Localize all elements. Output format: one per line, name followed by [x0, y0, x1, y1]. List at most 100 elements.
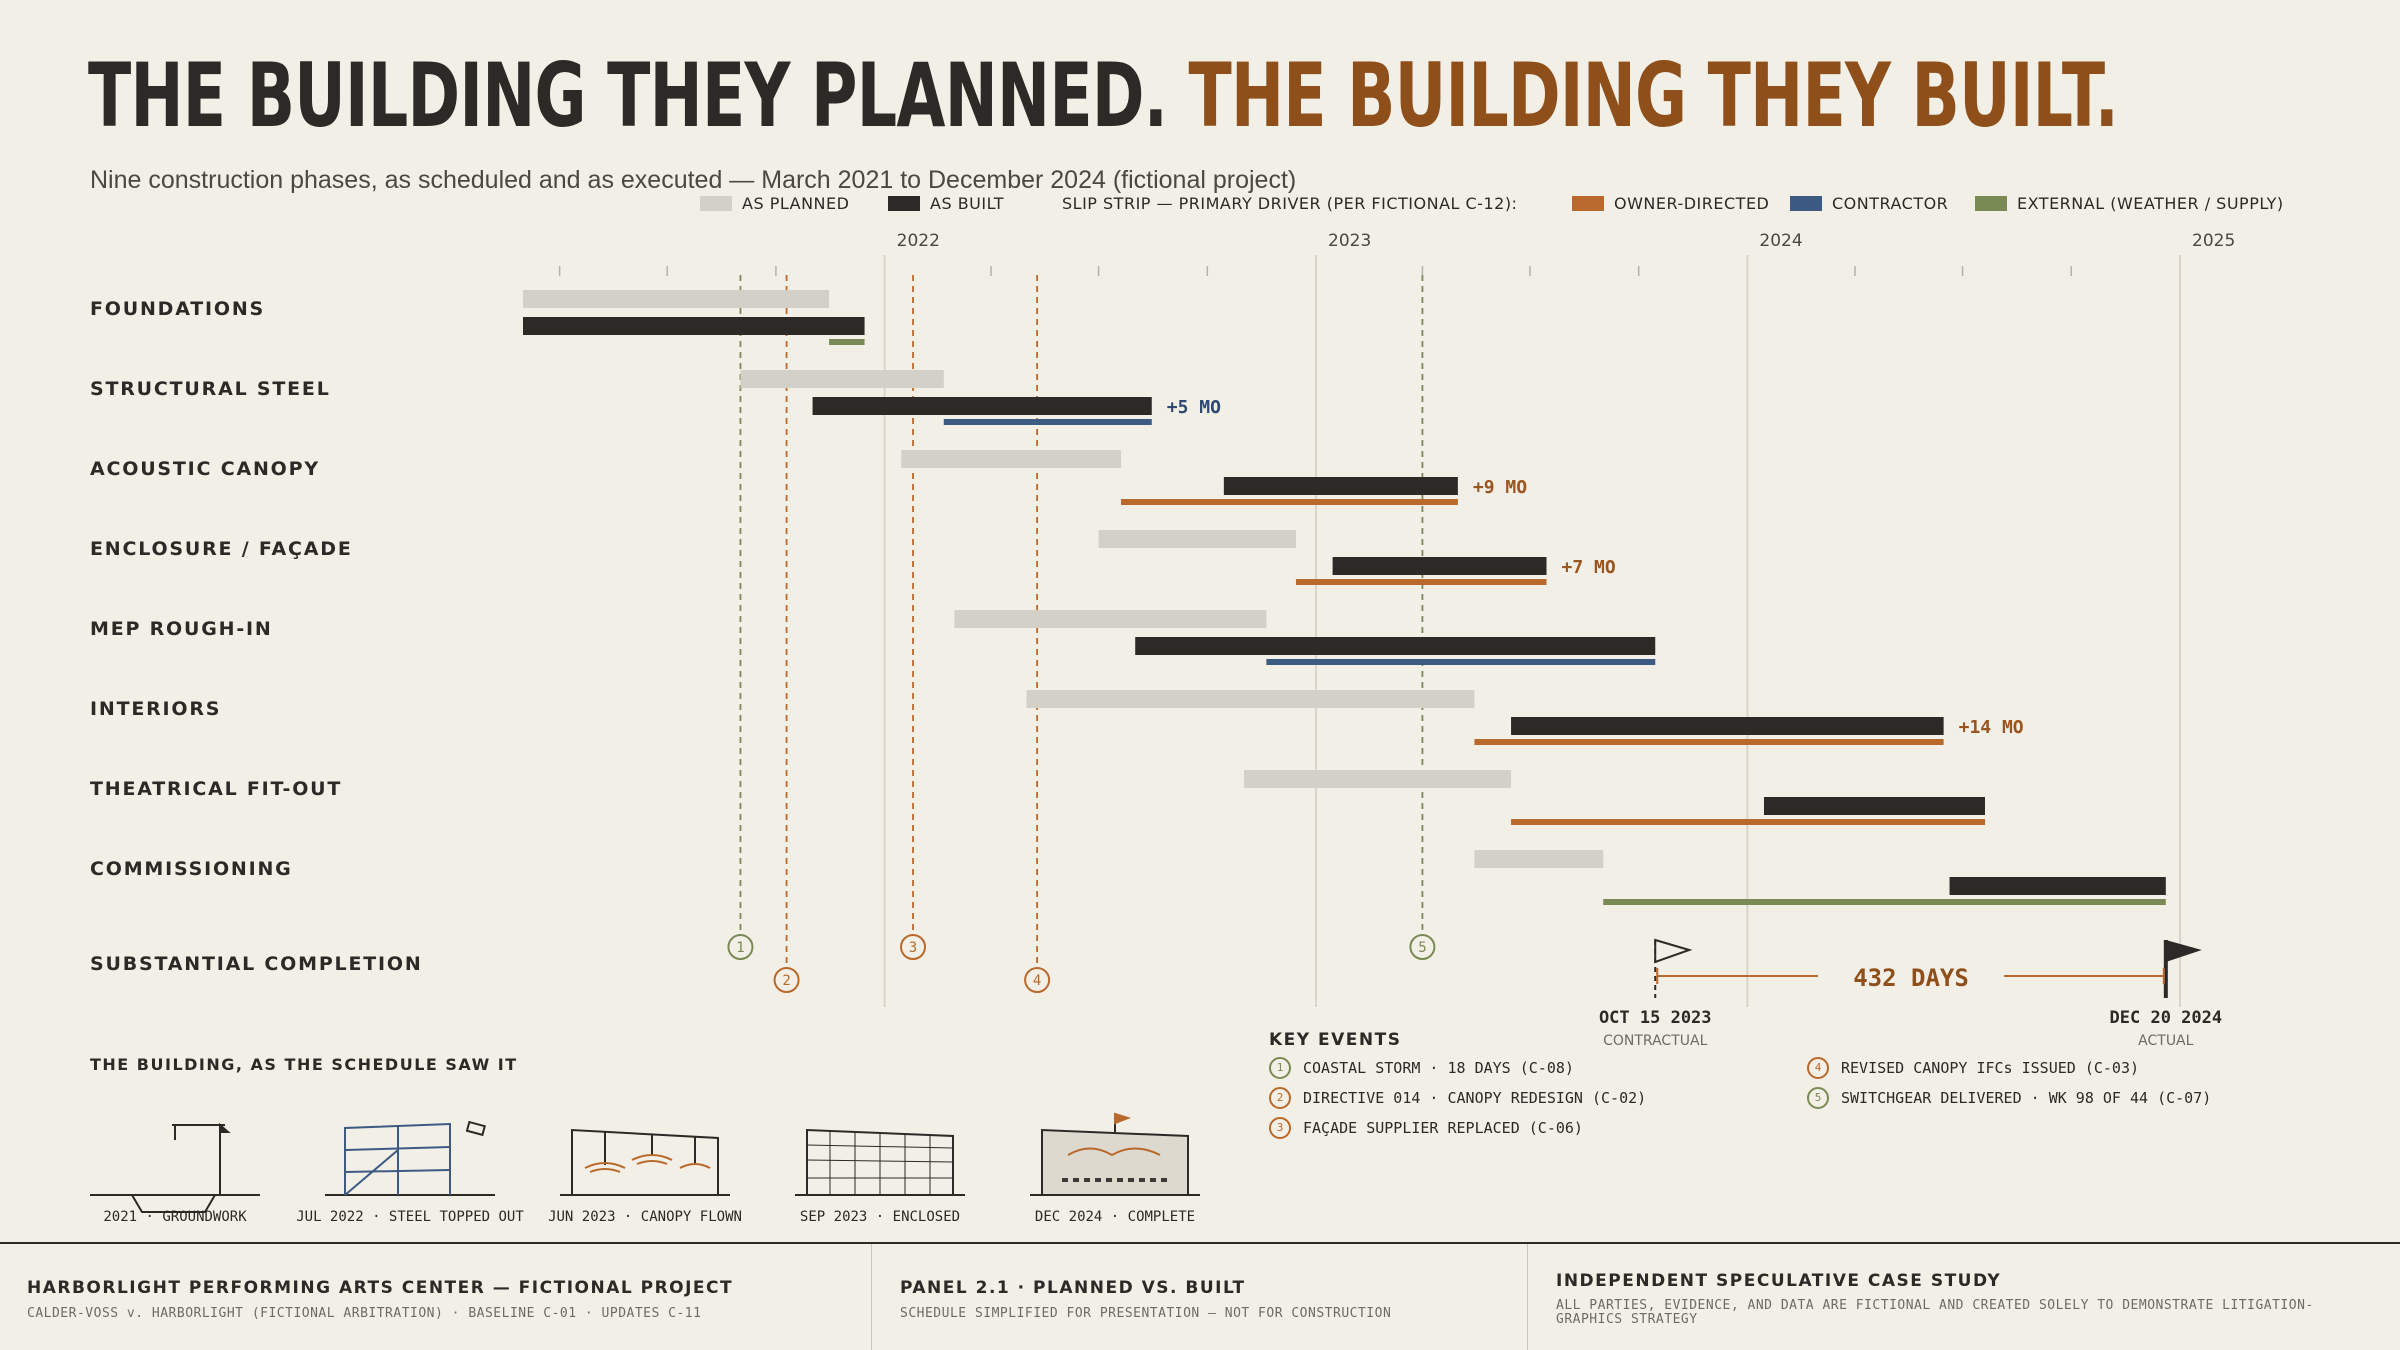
built-bar [1763, 797, 1985, 815]
planned-bar [1474, 850, 1604, 868]
built-bar [1223, 477, 1458, 495]
planned-bar [740, 370, 944, 388]
contractual-flag [1654, 938, 1693, 964]
key-event-text: REVISED CANOPY IFCs ISSUED (C-03) [1841, 1059, 2140, 1077]
steel-sketch [325, 1120, 495, 1196]
built-bar [812, 397, 1152, 415]
footer-divider [0, 1242, 2400, 1244]
sketches-title: THE BUILDING, AS THE SCHEDULE SAW IT [90, 1055, 518, 1074]
key-event-text: COASTAL STORM · 18 DAYS (C-08) [1303, 1059, 1574, 1077]
built-bar [1511, 717, 1944, 735]
key-event-item: 4 REVISED CANOPY IFCs ISSUED (C-03) [1807, 1057, 2139, 1079]
legend-external-label: EXTERNAL (WEATHER / SUPPLY) [2017, 194, 2284, 213]
key-event-text: SWITCHGEAR DELIVERED · WK 98 OF 44 (C-07… [1841, 1089, 2212, 1107]
event-marker-number: 5 [1418, 940, 1426, 956]
slip-label: +9 MO [1473, 477, 1527, 498]
footer-right: INDEPENDENT SPECULATIVE CASE STUDY ALL P… [1556, 1271, 2356, 1327]
footer-separator [871, 1244, 872, 1350]
actual-flag [2165, 940, 2202, 962]
contractual-sub: CONTRACTUAL [1603, 1033, 1707, 1049]
footer-panel-title: PANEL 2.1 · PLANNED VS. BUILT [900, 1278, 1246, 1298]
slip-label: +7 MO [1562, 557, 1616, 578]
event-marker-5 [1409, 934, 1436, 960]
slip-strip [1295, 579, 1547, 585]
phase-label: ENCLOSURE / FAÇADE [90, 538, 353, 560]
planned-bar [901, 450, 1122, 468]
key-event-number: 2 [1269, 1087, 1291, 1109]
key-event-number: 1 [1269, 1057, 1291, 1079]
event-marker-2 [773, 967, 800, 993]
built-bar [1135, 637, 1656, 655]
gantt-chart: AS PLANNED AS BUILT SLIP STRIP — PRIMARY D… [90, 194, 2284, 1049]
key-event-number: 4 [1807, 1057, 1829, 1079]
slip-strip [829, 339, 865, 345]
event-marker-number: 4 [1033, 973, 1041, 989]
legend-planned-swatch [700, 196, 732, 211]
slip-strip [1474, 739, 1944, 745]
sketch-label-enclosed: SEP 2023 · ENCLOSED [799, 1209, 961, 1225]
groundwork-sketch [90, 1122, 260, 1213]
legend-planned-label: AS PLANNED [742, 194, 849, 213]
footer-project-title: HARBORLIGHT PERFORMING ARTS CENTER — FIC… [27, 1278, 734, 1298]
phase-label: FOUNDATIONS [90, 298, 265, 320]
canopy-sketch [560, 1128, 730, 1196]
key-event-text: DIRECTIVE 014 · CANOPY REDESIGN (C-02) [1303, 1089, 1647, 1107]
phase-label: ACOUSTIC CANOPY [90, 458, 320, 480]
built-bar [523, 317, 865, 335]
key-event-item: 1 COASTAL STORM · 18 DAYS (C-08) [1269, 1057, 1574, 1079]
complete-sketch [1030, 1112, 1200, 1196]
legend-contractor-swatch [1790, 196, 1822, 211]
key-events-title: KEY EVENTS [1269, 1030, 1402, 1050]
enclosed-sketch [795, 1128, 965, 1196]
actual-date: DEC 20 2024 [2110, 1008, 2223, 1028]
key-event-item: 3 FAÇADE SUPPLIER REPLACED (C-06) [1269, 1117, 1583, 1139]
year-tick-label: 2022 [897, 231, 940, 251]
slip-strip [1266, 659, 1656, 665]
year-tick-label: 2025 [2192, 231, 2235, 251]
footer-study-title: INDEPENDENT SPECULATIVE CASE STUDY [1556, 1271, 2002, 1291]
phase-label: INTERIORS [90, 698, 221, 720]
phase-label: THEATRICAL FIT-OUT [90, 778, 342, 800]
event-marker-3 [900, 934, 927, 960]
built-bar [1949, 877, 2166, 895]
slip-strip [943, 419, 1152, 425]
footer-panel-sub: SCHEDULE SIMPLIFIED FOR PRESENTATION — N… [900, 1306, 1392, 1321]
actual-sub: ACTUAL [2138, 1033, 2193, 1049]
planned-bar [1026, 690, 1475, 708]
legend-built-swatch [888, 196, 920, 211]
year-tick-label: 2023 [1328, 231, 1371, 251]
building-sketches [90, 1112, 1200, 1213]
event-marker-number: 1 [736, 940, 744, 956]
event-marker-1 [727, 934, 754, 960]
footer-left: HARBORLIGHT PERFORMING ARTS CENTER — FIC… [27, 1278, 733, 1321]
phase-label: MEP ROUGH-IN [90, 618, 273, 640]
legend-slip-heading: SLIP STRIP — PRIMARY DRIVER (PER FICTION… [1062, 194, 1517, 213]
sketch-label-steel: JUL 2022 · STEEL TOPPED OUT [296, 1209, 524, 1225]
event-marker-4 [1024, 967, 1051, 993]
delay-label: 432 DAYS [1853, 964, 1969, 992]
milestone-row-label: SUBSTANTIAL COMPLETION [90, 953, 423, 975]
key-event-text: FAÇADE SUPPLIER REPLACED (C-06) [1303, 1119, 1583, 1137]
slip-label: +5 MO [1167, 397, 1221, 418]
key-event-item: 2 DIRECTIVE 014 · CANOPY REDESIGN (C-02) [1269, 1087, 1646, 1109]
year-tick-label: 2024 [1759, 231, 1802, 251]
title-planned: THE BUILDING THEY PLANNED. [88, 44, 1168, 147]
footer-mid: PANEL 2.1 · PLANNED VS. BUILT SCHEDULE S… [900, 1278, 1391, 1321]
key-event-number: 5 [1807, 1087, 1829, 1109]
page-subtitle: Nine construction phases, as scheduled a… [90, 166, 1297, 194]
footer-separator [1527, 1244, 1528, 1350]
slip-strip [1603, 899, 2166, 905]
planned-bar [1243, 770, 1512, 788]
legend-owner-label: OWNER-DIRECTED [1614, 194, 1769, 213]
sketch-label-canopy: JUN 2023 · CANOPY FLOWN [548, 1209, 742, 1225]
sketch-label-groundwork: 2021 · GROUNDWORK [103, 1209, 247, 1225]
footer-project-sub: CALDER-VOSS v. HARBORLIGHT (FICTIONAL AR… [27, 1306, 702, 1321]
planned-bar [954, 610, 1267, 628]
phase-label: COMMISSIONING [90, 858, 293, 880]
slip-strip [1121, 499, 1458, 505]
event-marker-number: 3 [909, 940, 917, 956]
planned-bar [1098, 530, 1296, 548]
legend-external-swatch [1975, 196, 2007, 211]
page-title: THE BUILDING THEY PLANNED. THE BUILDING … [88, 47, 2119, 145]
sketch-label-complete: DEC 2024 · COMPLETE [1034, 1209, 1196, 1225]
